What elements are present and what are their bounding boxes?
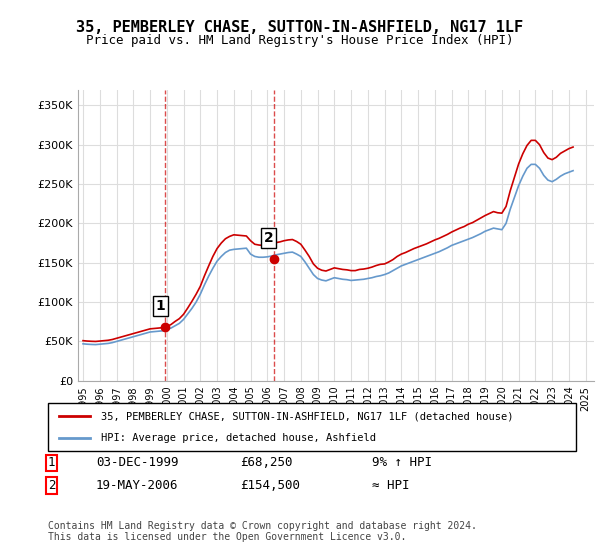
Text: £68,250: £68,250 [240,456,293,469]
Text: 19-MAY-2006: 19-MAY-2006 [96,479,179,492]
Text: Price paid vs. HM Land Registry's House Price Index (HPI): Price paid vs. HM Land Registry's House … [86,34,514,46]
Text: 1: 1 [155,299,165,313]
Text: 9% ↑ HPI: 9% ↑ HPI [372,456,432,469]
Text: ≈ HPI: ≈ HPI [372,479,409,492]
Text: 2: 2 [263,231,274,245]
Text: HPI: Average price, detached house, Ashfield: HPI: Average price, detached house, Ashf… [101,433,376,443]
FancyBboxPatch shape [48,403,576,451]
Text: 35, PEMBERLEY CHASE, SUTTON-IN-ASHFIELD, NG17 1LF: 35, PEMBERLEY CHASE, SUTTON-IN-ASHFIELD,… [76,20,524,35]
Text: 03-DEC-1999: 03-DEC-1999 [96,456,179,469]
Text: 35, PEMBERLEY CHASE, SUTTON-IN-ASHFIELD, NG17 1LF (detached house): 35, PEMBERLEY CHASE, SUTTON-IN-ASHFIELD,… [101,411,513,421]
Text: 1: 1 [48,456,56,469]
Text: 2: 2 [48,479,56,492]
Text: Contains HM Land Registry data © Crown copyright and database right 2024.
This d: Contains HM Land Registry data © Crown c… [48,521,477,543]
Text: £154,500: £154,500 [240,479,300,492]
